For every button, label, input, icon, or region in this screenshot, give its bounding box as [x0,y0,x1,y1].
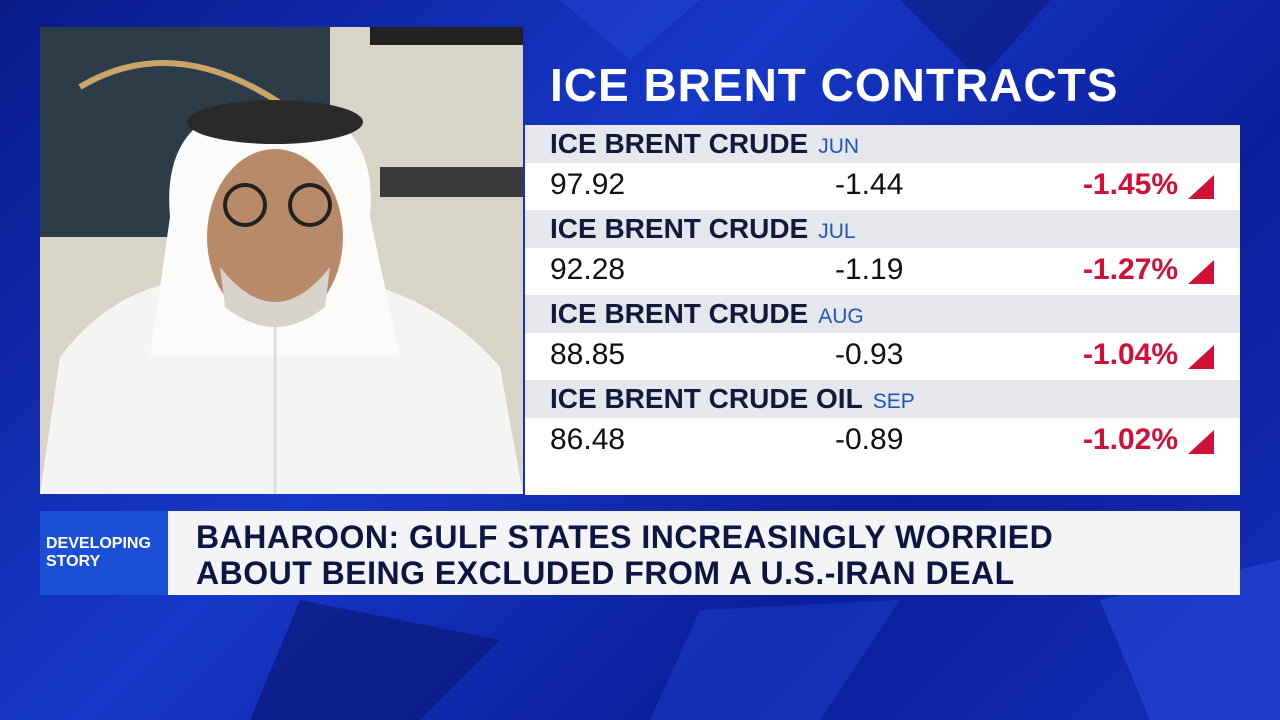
tag-line: DEVELOPING [46,535,151,552]
change: -0.89 [835,423,904,456]
contract-name-text: ICE BRENT CRUDE OIL [550,383,863,414]
contract-month: JUN [818,135,860,158]
row-label: ICE BRENT CRUDE AUG [525,295,1240,333]
contract-name-text: ICE BRENT CRUDE [550,298,809,329]
row-label: ICE BRENT CRUDE JUL [525,210,1240,248]
down-indicator [1188,345,1214,369]
contract-name-text: ICE BRENT CRUDE [550,128,809,159]
contract-name: ICE BRENT CRUDE AUG [550,298,864,330]
row-label: ICE BRENT CRUDE JUN [525,125,1240,163]
contract-month: JUL [818,220,856,243]
contract-name: ICE BRENT CRUDE JUL [550,213,856,245]
video-feed [40,27,523,494]
percent-change: -1.02% [1082,423,1178,456]
panel-title: ICE BRENT CONTRACTS [550,59,1119,111]
contract-name-text: ICE BRENT CRUDE [550,213,809,244]
price: 97.92 [550,168,626,201]
tag-line: STORY [46,553,101,570]
down-indicator [1188,260,1214,284]
contract-month: SEP [872,390,915,413]
change: -0.93 [835,338,904,371]
headline-line: ABOUT BEING EXCLUDED FROM A U.S.-IRAN DE… [196,555,1015,591]
price: 88.85 [550,338,626,371]
price: 92.28 [550,253,626,286]
down-indicator [1188,175,1214,199]
percent-change: -1.04% [1082,338,1178,371]
percent-change: -1.27% [1082,253,1178,286]
price: 86.48 [550,423,626,456]
contract-month: AUG [818,305,864,328]
contract-name: ICE BRENT CRUDE OIL SEP [550,383,915,415]
change: -1.19 [835,253,904,286]
change: -1.44 [835,168,904,201]
contracts-table: ICE BRENT CRUDE JUN 97.92 -1.44 -1.45% ICE BR… [525,125,1240,495]
headline: BAHAROON: GULF STATES INCREASINGLY WORRI… [168,511,1240,595]
row-label: ICE BRENT CRUDE OIL SEP [525,380,1240,418]
down-indicator [1188,430,1214,454]
percent-change: -1.45% [1082,168,1178,201]
headline-line: BAHAROON: GULF STATES INCREASINGLY WORRI… [196,519,1054,555]
contract-name: ICE BRENT CRUDE JUN [550,128,859,160]
story-tag: DEVELOPING STORY [40,511,168,595]
